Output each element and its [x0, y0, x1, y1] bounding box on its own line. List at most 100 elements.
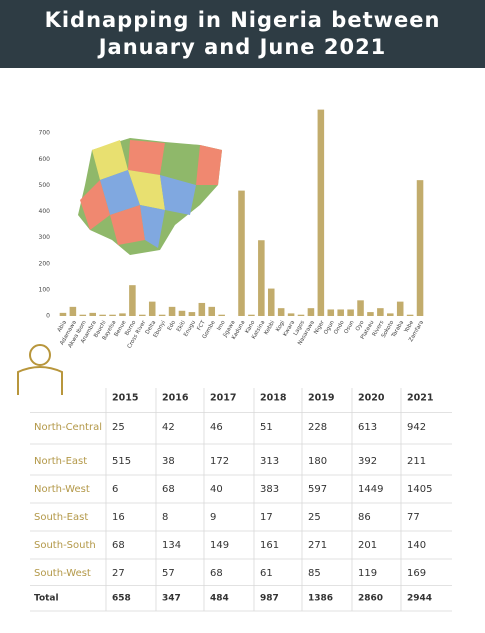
table-cell: 347 [162, 594, 181, 604]
x-tick-label: Kebbi [263, 319, 276, 336]
table-header: 2018 [260, 393, 287, 404]
row-label: North-Central [34, 422, 102, 433]
chart-title: Kidnapping in Nigeria between January an… [44, 8, 441, 59]
x-tick-label: Ekiti [176, 319, 187, 333]
table-cell: 201 [358, 540, 377, 551]
table-cell: 27 [112, 568, 125, 579]
table-cell: 77 [407, 512, 420, 523]
bar [307, 308, 315, 316]
table-cell: 6 [112, 484, 118, 495]
bar [238, 190, 245, 316]
bar [327, 309, 335, 316]
bar [109, 314, 116, 316]
bar [129, 285, 136, 316]
bar [406, 314, 414, 316]
bar [79, 314, 87, 316]
table-cell: 515 [112, 456, 131, 467]
y-tick-label: 200 [39, 260, 51, 267]
table-cell: 38 [162, 456, 175, 467]
bar [357, 300, 364, 316]
table-cell: 25 [308, 512, 321, 523]
x-tick-label: FCT [196, 319, 207, 332]
row-label: South-East [34, 512, 88, 523]
bar [69, 306, 77, 316]
bar [287, 313, 295, 316]
table-cell: 16 [112, 512, 125, 523]
row-label: South-West [34, 568, 91, 579]
table-cell: 86 [358, 512, 371, 523]
table-cell: 613 [358, 422, 377, 433]
table-cell: 9 [210, 512, 216, 523]
table-cell: 40 [210, 484, 223, 495]
x-tick-label: Osun [343, 319, 356, 335]
table-cell: 2860 [358, 594, 383, 604]
bar [387, 313, 394, 316]
table-cell: 68 [112, 540, 125, 551]
bar [119, 313, 126, 316]
table-cell: 161 [260, 540, 279, 551]
x-tick-label: Oyo [355, 319, 366, 332]
bar [188, 312, 196, 316]
bar [208, 306, 216, 316]
bar [168, 306, 176, 316]
table-cell: 119 [358, 568, 377, 579]
table-cell: 383 [260, 484, 279, 495]
table-cell: 57 [162, 568, 175, 579]
y-tick-label: 700 [39, 130, 51, 137]
map [78, 138, 222, 255]
table-cell: 68 [210, 568, 223, 579]
table-cell: 180 [308, 456, 327, 467]
table-cell: 140 [407, 540, 426, 551]
header: Kidnapping in Nigeria between January an… [0, 0, 485, 68]
bar [277, 308, 285, 316]
row-label: South-South [34, 540, 96, 551]
y-tick-label: 400 [39, 208, 51, 215]
table-cell: 271 [308, 540, 327, 551]
bar [99, 314, 106, 316]
table-cell: 313 [260, 456, 279, 467]
bar [267, 288, 275, 316]
bar [367, 312, 374, 316]
y-tick-label: 0 [46, 313, 50, 320]
table-header: 2015 [112, 393, 138, 404]
table-cell: 172 [210, 456, 229, 467]
table-cell: 987 [260, 594, 279, 604]
table-cell: 484 [210, 594, 229, 604]
bar [218, 314, 225, 316]
table-header: 2021 [407, 393, 433, 404]
row-label: Total [34, 594, 59, 604]
table-cell: 2944 [407, 594, 432, 604]
bar [198, 302, 206, 316]
table-cell: 392 [358, 456, 377, 467]
row-label: North-East [34, 456, 87, 467]
table-cell: 169 [407, 568, 426, 579]
bar [337, 309, 344, 316]
y-tick-label: 500 [39, 182, 51, 189]
table-header: 2017 [210, 393, 236, 404]
bar [258, 240, 265, 316]
y-tick-label: 600 [39, 156, 51, 163]
table-cell: 1449 [358, 484, 383, 495]
row-label: North-West [34, 484, 90, 495]
table-cell: 149 [210, 540, 229, 551]
bar [416, 180, 424, 316]
y-tick-label: 100 [39, 286, 51, 293]
bar [317, 109, 325, 316]
table-cell: 597 [308, 484, 327, 495]
bar [297, 314, 305, 316]
table-cell: 61 [260, 568, 273, 579]
x-tick-label: Edo [167, 319, 178, 331]
table-header: 2020 [358, 393, 385, 404]
table-cell: 68 [162, 484, 175, 495]
table-cell: 17 [260, 512, 273, 523]
table-cell: 1405 [407, 484, 432, 495]
bar [59, 312, 67, 316]
table-cell: 658 [112, 594, 131, 604]
table-cell: 25 [112, 422, 125, 433]
table-cell: 8 [162, 512, 168, 523]
table-cell: 134 [162, 540, 181, 551]
bar [347, 309, 354, 316]
bar [396, 301, 404, 316]
table-cell: 85 [308, 568, 321, 579]
